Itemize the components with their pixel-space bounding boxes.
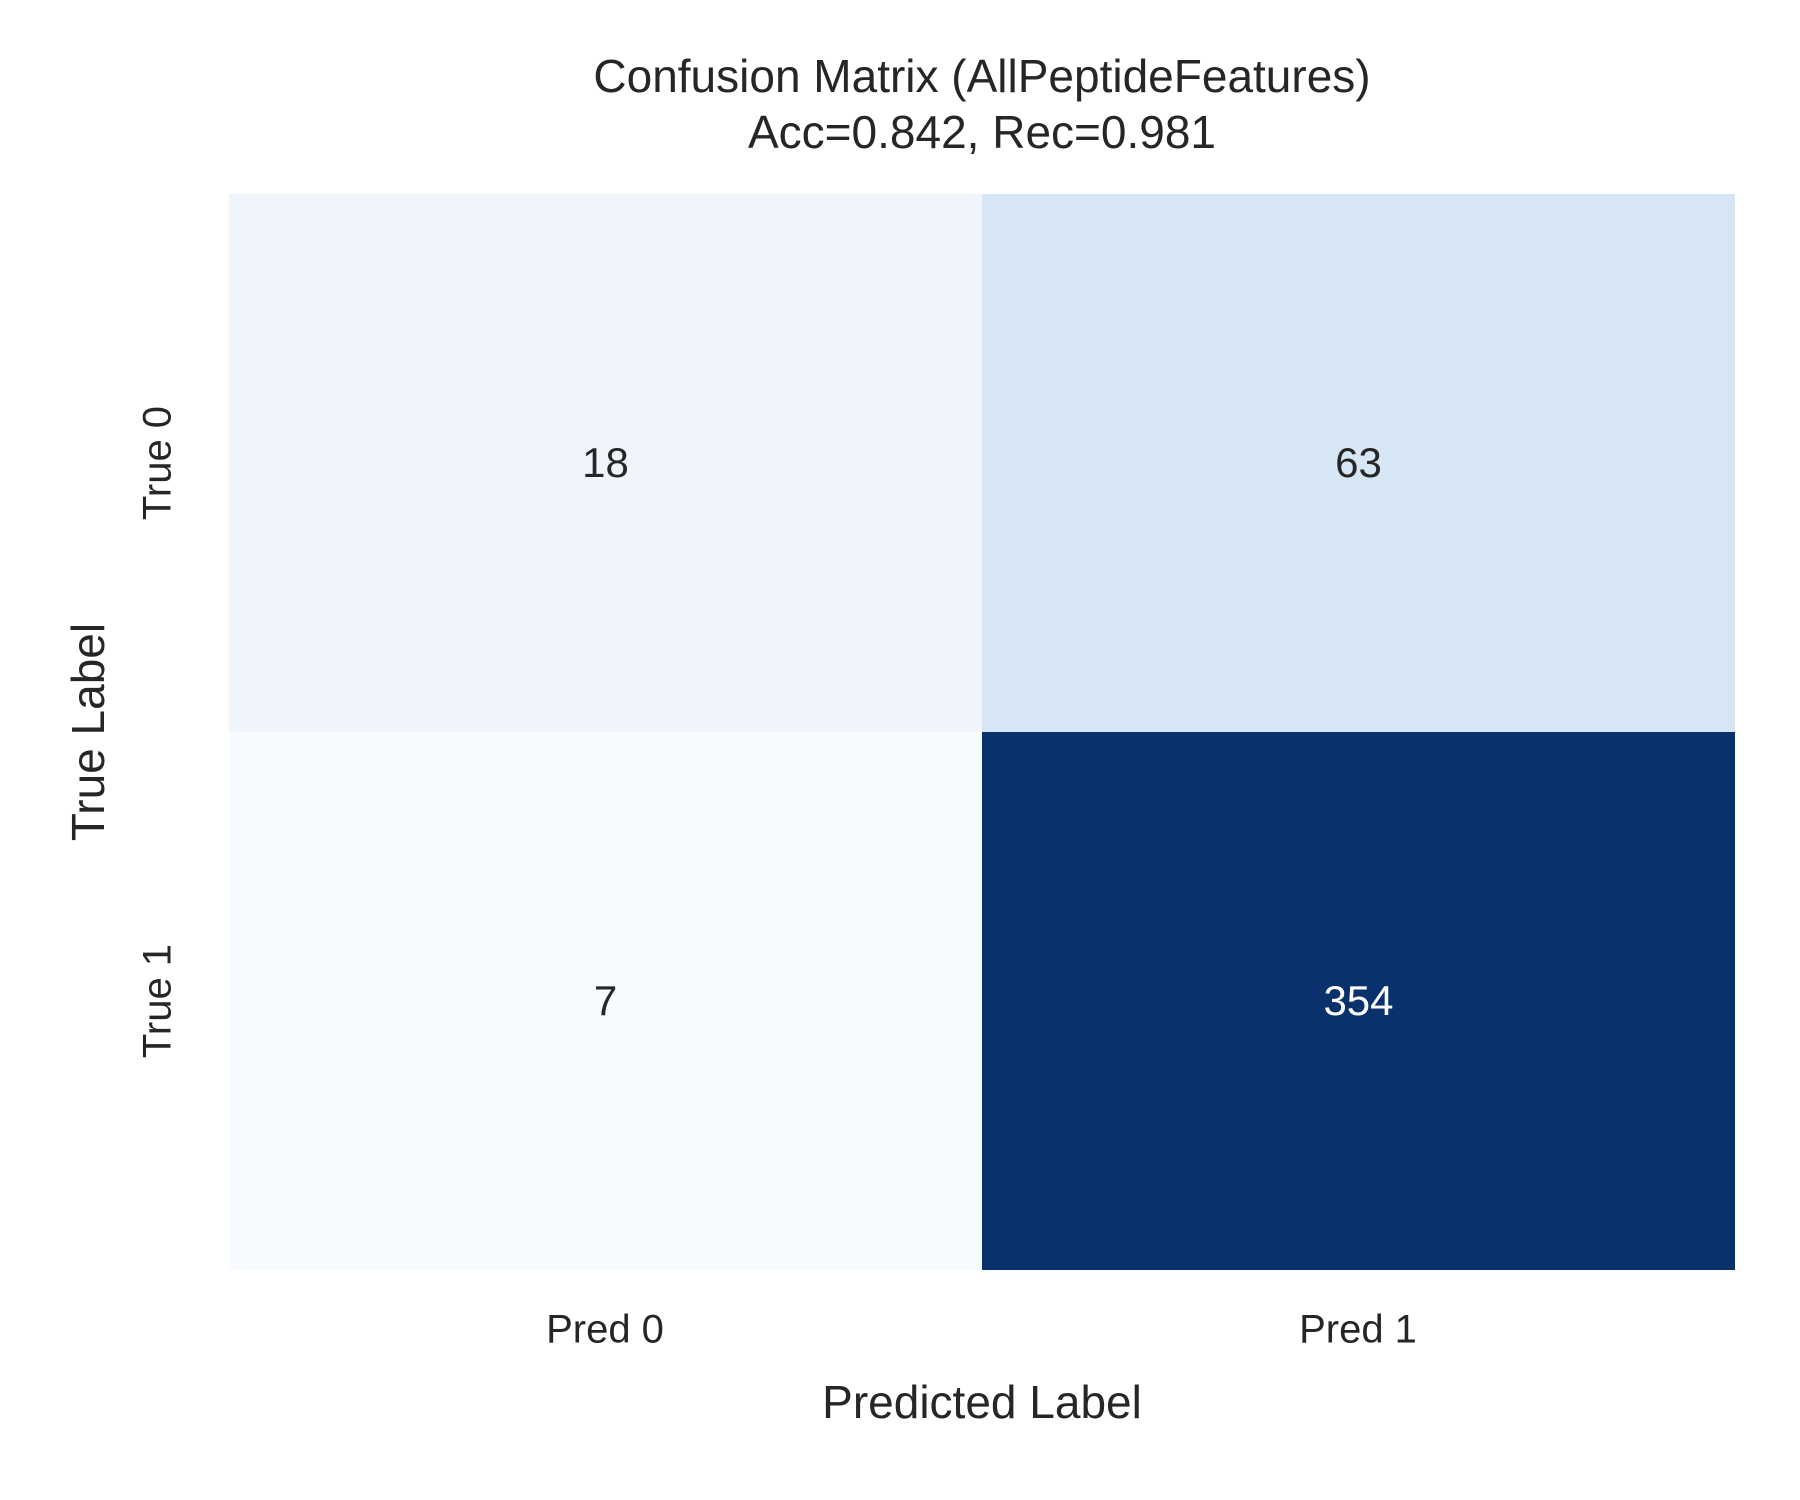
- heatmap-cell-true0-pred0: 18: [229, 194, 982, 732]
- y-tick-true-1: True 1: [135, 943, 180, 1059]
- y-axis-label: True Label: [62, 622, 114, 842]
- chart-title: Confusion Matrix (AllPeptideFeatures): [593, 50, 1371, 102]
- heatmap-grid: 18 63 7 354: [229, 194, 1735, 1270]
- x-tick-pred-0: Pred 0: [546, 1307, 664, 1352]
- heatmap-cell-true1-pred0: 7: [229, 732, 982, 1270]
- chart-subtitle: Acc=0.842, Rec=0.981: [748, 106, 1216, 158]
- heatmap-cell-true0-pred1: 63: [982, 194, 1735, 732]
- x-axis-label: Predicted Label: [822, 1376, 1142, 1428]
- chart-title-block: Confusion Matrix (AllPeptideFeatures) Ac…: [229, 48, 1735, 160]
- y-tick-true-0: True 0: [135, 405, 180, 521]
- heatmap-cell-true1-pred1: 354: [982, 732, 1735, 1270]
- x-tick-pred-1: Pred 1: [1299, 1307, 1417, 1352]
